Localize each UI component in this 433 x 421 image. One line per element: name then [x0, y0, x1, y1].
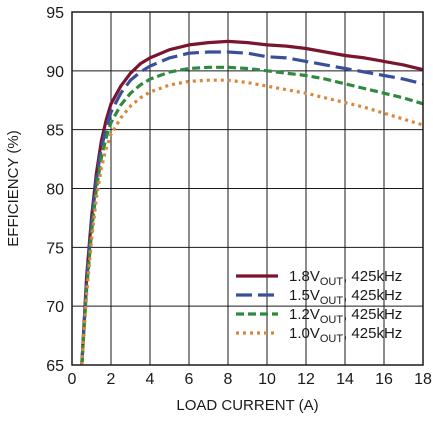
legend-item-2: 1.5VOUT, 425kHz [236, 287, 402, 307]
tick-labels: 0 2 4 6 8 10 12 14 16 18 65 70 75 80 85 90 95 [46, 5, 432, 388]
x-axis-title: LOAD CURRENT (A) [176, 397, 318, 414]
legend-label: 1.2VOUT, 425kHz [289, 306, 402, 326]
series-line-2 [80, 50, 423, 365]
y-tick-label: 90 [46, 64, 64, 81]
x-tick-label: 18 [414, 371, 432, 388]
legend-label: 1.0VOUT, 425kHz [289, 325, 402, 345]
x-tick-label: 16 [375, 371, 393, 388]
series-line-3 [80, 65, 423, 365]
y-axis-title: EFFICIENCY (%) [5, 130, 22, 246]
legend-item-4: 1.0VOUT, 425kHz [236, 325, 402, 345]
y-tick-label: 85 [46, 123, 64, 140]
x-tick-label: 10 [258, 371, 276, 388]
y-tick-label: 80 [46, 182, 64, 199]
legend-item-1: 1.8VOUT, 425kHz [236, 268, 402, 288]
x-tick-label: 4 [146, 371, 155, 388]
series-line-4 [80, 78, 423, 365]
x-tick-label: 6 [185, 371, 194, 388]
x-tick-label: 14 [336, 371, 354, 388]
x-tick-label: 0 [68, 371, 77, 388]
legend-label: 1.5VOUT, 425kHz [289, 287, 402, 307]
y-tick-label: 95 [46, 5, 64, 22]
x-tick-label: 8 [224, 371, 233, 388]
legend-label: 1.8VOUT, 425kHz [289, 268, 402, 288]
y-tick-label: 70 [46, 299, 64, 316]
legend-item-3: 1.2VOUT, 425kHz [236, 306, 402, 326]
y-tick-label: 65 [46, 358, 64, 375]
x-tick-label: 2 [107, 371, 116, 388]
plot-frame [71, 11, 424, 366]
series-line-1 [80, 39, 423, 365]
y-tick-label: 75 [46, 240, 64, 257]
series-layer [80, 39, 423, 365]
x-tick-label: 12 [297, 371, 315, 388]
